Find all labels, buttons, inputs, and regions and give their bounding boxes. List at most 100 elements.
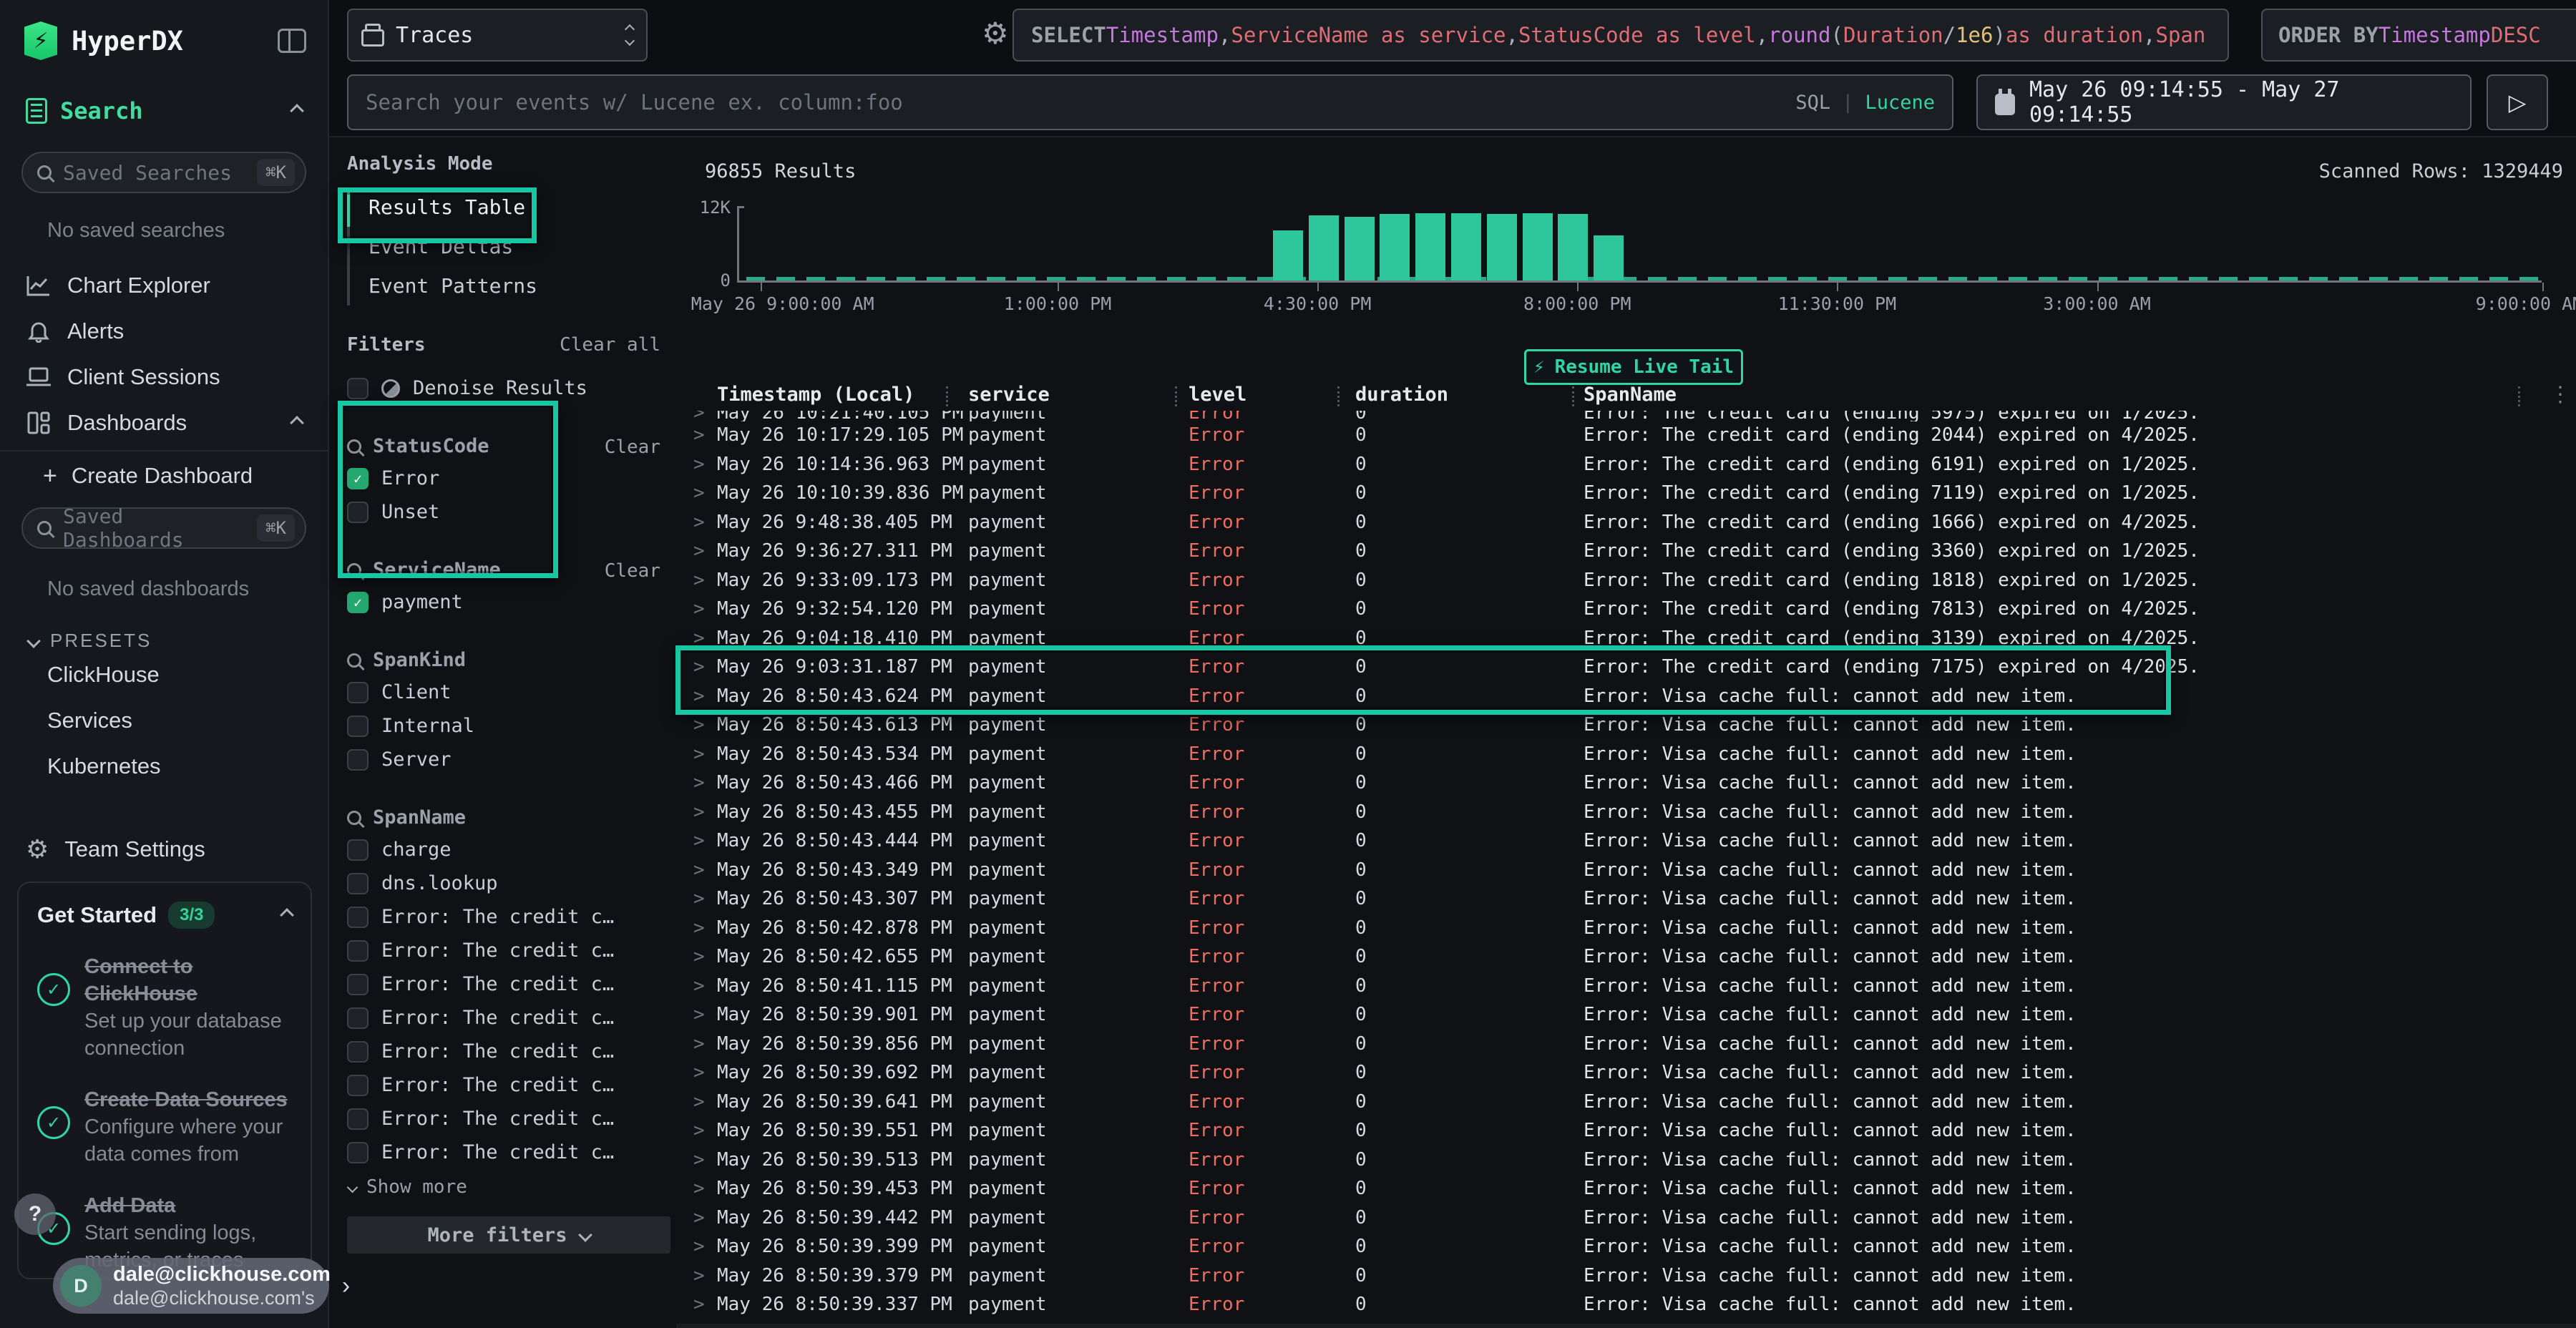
column-header-timestamp[interactable]: Timestamp (Local) — [717, 384, 915, 406]
expand-chevron-icon[interactable]: > — [693, 1178, 705, 1199]
filter-option[interactable]: Error: The credit card … — [347, 1068, 670, 1102]
expand-chevron-icon[interactable]: > — [693, 1032, 705, 1055]
checkbox[interactable] — [347, 939, 369, 962]
histogram-bar[interactable] — [1522, 213, 1553, 280]
expand-chevron-icon[interactable]: > — [693, 482, 705, 504]
histogram-bar[interactable] — [1594, 235, 1624, 280]
sidebar-item-client-sessions[interactable]: Client Sessions — [0, 354, 328, 400]
histogram-bar[interactable] — [1451, 213, 1481, 280]
table-row[interactable]: > May 26 8:50:39.337 PM payment Error 0 Error… — [676, 1291, 2576, 1320]
table-row[interactable]: > May 26 8:50:43.444 PM payment Error 0 Error… — [676, 827, 2576, 856]
sidebar-collapse-icon[interactable] — [278, 29, 306, 53]
presets-toggle[interactable]: PRESETS — [26, 630, 328, 652]
more-filters-button[interactable]: More filters — [347, 1216, 670, 1254]
horizontal-scrollbar[interactable] — [676, 1324, 2576, 1328]
expand-chevron-icon[interactable]: > — [693, 598, 705, 620]
filter-option[interactable]: Error: The credit card … — [347, 1102, 670, 1136]
table-row[interactable]: > May 26 8:50:41.115 PM payment Error 0 Error… — [676, 972, 2576, 1002]
table-row-highlighted[interactable]: > May 26 8:50:43.624 PM payment Error 0 Error… — [676, 683, 2576, 712]
checkbox[interactable] — [347, 1108, 369, 1130]
expand-chevron-icon[interactable]: > — [693, 975, 705, 997]
expand-chevron-icon[interactable]: > — [693, 1062, 705, 1083]
source-select[interactable]: Traces — [347, 9, 648, 62]
table-row[interactable]: > May 26 8:50:39.513 PM payment Error 0 Error… — [676, 1146, 2576, 1176]
clear-filter-button[interactable]: Clear — [604, 560, 660, 582]
run-query-button[interactable]: ▷ — [2487, 74, 2548, 130]
checkbox[interactable] — [347, 1040, 369, 1063]
filter-option[interactable]: Error: The credit card … — [347, 967, 670, 1001]
table-row[interactable]: > May 26 8:50:39.442 PM payment Error 0 Error… — [676, 1204, 2576, 1234]
clear-filter-button[interactable]: Clear — [604, 436, 660, 458]
chevron-up-icon[interactable] — [280, 908, 294, 922]
lucene-toggle[interactable]: Lucene — [1865, 91, 1935, 114]
expand-chevron-icon[interactable]: > — [693, 917, 705, 939]
column-header-service[interactable]: service — [968, 384, 1050, 406]
expand-chevron-icon[interactable]: > — [693, 1120, 705, 1141]
search-input[interactable]: Search your events w/ Lucene ex. column:… — [347, 74, 1953, 130]
expand-chevron-icon[interactable]: > — [693, 946, 705, 967]
preset-item-kubernetes[interactable]: Kubernetes — [47, 753, 161, 778]
table-row[interactable]: > May 26 8:50:39.453 PM payment Error 0 Error… — [676, 1175, 2576, 1204]
sidebar-item-alerts[interactable]: Alerts — [0, 308, 328, 354]
expand-chevron-icon[interactable]: > — [693, 1090, 705, 1113]
expand-chevron-icon[interactable]: > — [693, 1236, 705, 1257]
expand-chevron-icon[interactable]: > — [693, 511, 705, 533]
table-row[interactable]: > May 26 8:50:42.878 PM payment Error 0 Error… — [676, 914, 2576, 944]
checkbox[interactable] — [347, 906, 369, 928]
expand-chevron-icon[interactable]: > — [693, 888, 705, 909]
chevron-up-icon[interactable] — [290, 104, 304, 118]
expand-chevron-icon[interactable]: > — [693, 424, 705, 446]
user-menu[interactable]: D dale@clickhouse.com dale@clickhouse.co… — [53, 1258, 350, 1314]
table-row[interactable]: > May 26 8:50:39.856 PM payment Error 0 Error… — [676, 1030, 2576, 1060]
show-more-button[interactable]: Show more — [346, 1169, 670, 1198]
filter-option[interactable]: Error: The credit card … — [347, 1136, 670, 1169]
filter-option[interactable]: Error: The credit card … — [347, 1035, 670, 1068]
table-row[interactable]: > May 26 8:50:39.399 PM payment Error 0 Error… — [676, 1233, 2576, 1262]
analysis-mode-event-deltas[interactable]: Event Deltas — [347, 227, 670, 266]
get-started-item[interactable]: ✓ Connect to ClickHouse Set up your databa… — [37, 953, 292, 1062]
checkbox[interactable] — [347, 839, 369, 861]
checkbox[interactable] — [347, 1007, 369, 1029]
table-row[interactable]: > May 26 8:50:39.641 PM payment Error 0 Error… — [676, 1088, 2576, 1118]
expand-chevron-icon[interactable]: > — [693, 859, 705, 881]
histogram-bar[interactable] — [1380, 214, 1410, 280]
expand-chevron-icon[interactable]: > — [693, 772, 705, 794]
expand-chevron-icon[interactable]: > — [693, 714, 705, 736]
table-row[interactable]: > May 26 8:50:39.551 PM payment Error 0 Error… — [676, 1117, 2576, 1146]
table-row[interactable]: > May 26 8:50:39.692 PM payment Error 0 Error… — [676, 1059, 2576, 1088]
expand-chevron-icon[interactable]: > — [693, 1264, 705, 1286]
filter-option[interactable]: ✓ Error — [347, 462, 670, 495]
expand-chevron-icon[interactable]: > — [693, 830, 705, 851]
sql-select-editor[interactable]: SELECT Timestamp, ServiceName as service… — [1013, 9, 2229, 62]
filter-option[interactable]: Error: The credit card … — [347, 900, 670, 934]
checkbox[interactable] — [347, 872, 369, 894]
saved-dashboards-input[interactable]: Saved Dashboards ⌘K — [21, 504, 306, 552]
table-row[interactable]: > May 26 8:50:43.613 PM payment Error 0 Error… — [676, 711, 2576, 741]
analysis-mode-results-table[interactable]: Results Table — [347, 187, 670, 227]
source-settings-gear-icon[interactable]: ⚙ — [982, 16, 1009, 50]
expand-chevron-icon[interactable]: > — [693, 540, 705, 562]
create-dashboard-button[interactable]: + Create Dashboard — [0, 454, 328, 497]
expand-chevron-icon[interactable]: > — [693, 1206, 705, 1229]
table-row-highlighted[interactable]: > May 26 9:03:31.187 PM payment Error 0 Error… — [676, 653, 2576, 683]
table-row[interactable]: > May 26 8:50:42.655 PM payment Error 0 Error… — [676, 943, 2576, 972]
filter-option[interactable]: Error: The credit card … — [347, 1001, 670, 1035]
table-row[interactable]: > May 26 9:48:38.405 PM payment Error 0 Error… — [676, 509, 2576, 538]
filter-option[interactable]: charge — [347, 833, 670, 866]
column-resize-handle[interactable] — [1337, 386, 1340, 406]
checkbox[interactable] — [347, 681, 369, 703]
sql-toggle[interactable]: SQL — [1795, 91, 1831, 114]
histogram-bar[interactable] — [1558, 214, 1589, 280]
table-row[interactable]: > May 26 8:50:43.455 PM payment Error 0 Error… — [676, 799, 2576, 828]
checkbox[interactable]: ✓ — [347, 591, 369, 613]
table-row[interactable]: > May 26 10:21:40.105 PM payment Error 0 Erro… — [676, 411, 2576, 421]
table-row[interactable]: > May 26 10:17:29.105 PM payment Error 0 Erro… — [676, 421, 2576, 451]
filter-option[interactable]: ✓ payment — [347, 585, 670, 619]
expand-chevron-icon[interactable]: > — [693, 1294, 705, 1315]
table-options-menu-icon[interactable]: ⋮ — [2550, 382, 2571, 407]
histogram-bar[interactable] — [1486, 214, 1517, 280]
checkbox[interactable] — [347, 715, 369, 737]
expand-chevron-icon[interactable]: > — [693, 1148, 705, 1171]
table-row[interactable]: > May 26 9:33:09.173 PM payment Error 0 Error… — [676, 567, 2576, 596]
resume-live-tail-button[interactable]: ⚡ Resume Live Tail — [1524, 349, 1743, 385]
